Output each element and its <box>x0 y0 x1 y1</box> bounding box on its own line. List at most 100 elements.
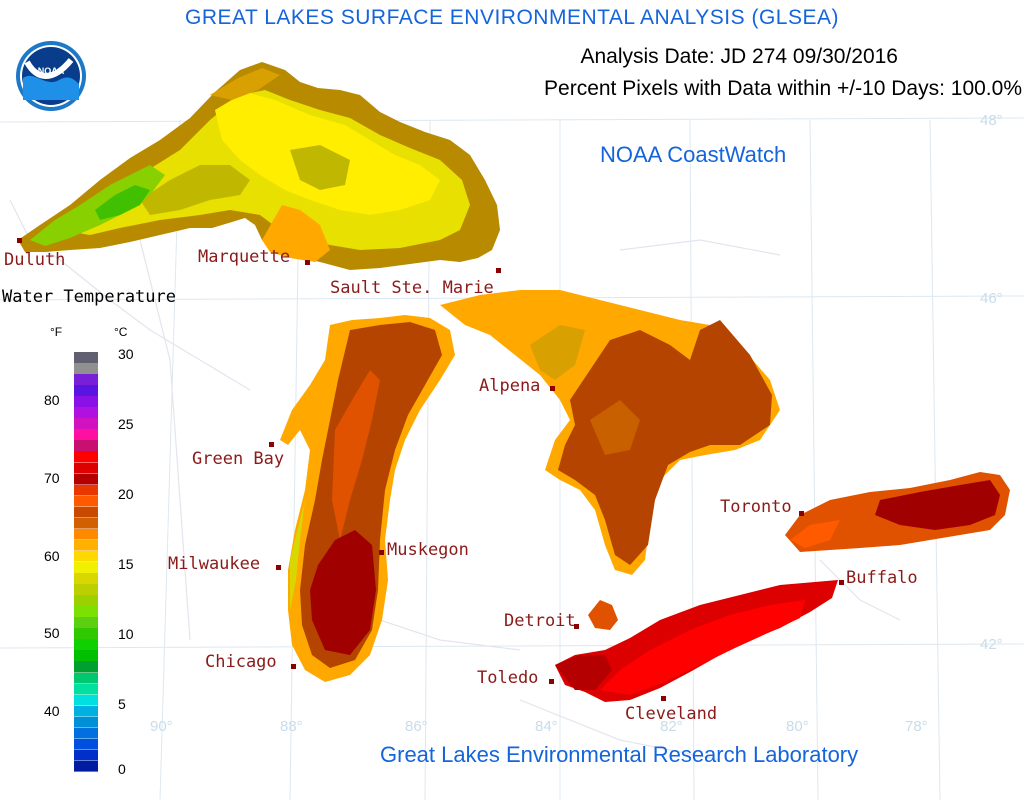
legend-swatch <box>74 495 98 508</box>
lon-86-label: 86° <box>405 718 428 735</box>
lon-78-label: 78° <box>905 718 928 735</box>
legend-swatch <box>74 584 98 596</box>
legend-swatch <box>74 517 98 530</box>
legend-c-tick: 30 <box>118 346 134 362</box>
legend-swatch <box>74 617 98 629</box>
noaa-logo: NOAA <box>15 40 87 112</box>
city-toronto: Toronto <box>720 497 792 517</box>
legend-swatch <box>74 539 98 552</box>
lon-82-label: 82° <box>660 718 683 735</box>
lon-88-label: 88° <box>280 718 303 735</box>
temperature-color-scale <box>74 352 98 773</box>
legend-swatch <box>74 506 98 519</box>
city-marker <box>839 580 844 585</box>
city-alpena: Alpena <box>479 376 541 396</box>
legend-swatch <box>74 716 98 729</box>
legend-swatch <box>74 451 98 464</box>
legend-f-tick: 40 <box>44 703 60 719</box>
legend-swatch <box>74 352 98 364</box>
city-marker <box>17 238 22 243</box>
lake-st-clair <box>588 600 618 630</box>
city-chicago: Chicago <box>205 652 277 672</box>
city-cleveland: Cleveland <box>625 704 718 724</box>
legend-f-tick: 50 <box>44 625 60 641</box>
city-detroit: Detroit <box>504 611 576 631</box>
city-marker <box>379 550 384 555</box>
city-marker <box>661 696 666 701</box>
analysis-date: Analysis Date: JD 274 09/30/2016 <box>580 45 898 68</box>
city-marker <box>276 565 281 570</box>
legend-c-tick: 20 <box>118 486 134 502</box>
city-sault: Sault Ste. Marie <box>330 278 494 298</box>
city-marker <box>574 624 579 629</box>
legend-unit-f: °F <box>50 325 63 339</box>
legend-swatch <box>74 694 98 707</box>
city-marker <box>269 442 274 447</box>
city-marker <box>550 386 555 391</box>
city-marker <box>305 260 310 265</box>
city-duluth: Duluth <box>4 250 66 270</box>
legend-swatch <box>74 595 98 607</box>
legend-swatch <box>74 407 98 419</box>
legend-c-tick: 25 <box>118 416 134 432</box>
legend-swatch <box>74 462 98 475</box>
legend-swatch <box>74 749 98 762</box>
legend-swatch <box>74 396 98 408</box>
city-marker <box>496 268 501 273</box>
lat-42-label: 42° <box>980 636 1003 653</box>
legend-f-tick: 70 <box>44 470 60 486</box>
legend-swatch <box>74 429 98 441</box>
legend-swatch <box>74 727 98 740</box>
lake-michigan <box>280 315 455 682</box>
legend-swatch <box>74 550 98 563</box>
city-marker <box>291 664 296 669</box>
lat-48-label: 48° <box>980 112 1003 129</box>
lake-ontario <box>785 472 1010 552</box>
legend-swatch <box>74 418 98 430</box>
legend-swatch <box>74 484 98 497</box>
city-marker <box>799 511 804 516</box>
legend-swatch <box>74 528 98 541</box>
legend-swatch <box>74 562 98 574</box>
legend-c-tick: 0 <box>118 761 126 777</box>
lake-erie <box>555 580 838 702</box>
legend-swatch <box>74 606 98 618</box>
city-green-bay: Green Bay <box>192 449 285 469</box>
legend-f-tick: 60 <box>44 548 60 564</box>
legend-swatch <box>74 639 98 651</box>
glerl-label: Great Lakes Environmental Research Labor… <box>380 742 859 767</box>
legend-c-tick: 10 <box>118 626 134 642</box>
legend-title: Water Temperature <box>2 287 176 307</box>
city-buffalo: Buffalo <box>846 568 918 588</box>
legend-swatch <box>74 374 98 386</box>
legend-c-tick: 5 <box>118 696 126 712</box>
legend-swatch <box>74 473 98 486</box>
lake-superior <box>18 62 500 270</box>
city-toledo: Toledo <box>477 668 539 688</box>
legend-swatch <box>74 661 98 674</box>
noaa-logo-text: NOAA <box>37 66 65 76</box>
legend-swatch <box>74 440 98 452</box>
legend-swatch <box>74 573 98 585</box>
coastwatch-label: NOAA CoastWatch <box>600 142 787 167</box>
city-milwaukee: Milwaukee <box>168 554 261 574</box>
lon-84-label: 84° <box>535 718 558 735</box>
legend-swatch <box>74 672 98 685</box>
legend-swatch <box>74 705 98 718</box>
lat-46-label: 46° <box>980 290 1003 307</box>
city-marquette: Marquette <box>198 247 291 267</box>
legend-swatch <box>74 385 98 397</box>
legend-swatch <box>74 760 98 773</box>
lon-80-label: 80° <box>786 718 809 735</box>
legend-swatch <box>74 650 98 662</box>
lon-90-label: 90° <box>150 718 173 735</box>
city-marker <box>549 679 554 684</box>
city-muskegon: Muskegon <box>387 540 469 560</box>
page-title: GREAT LAKES SURFACE ENVIRONMENTAL ANALYS… <box>184 6 839 29</box>
lake-huron <box>440 290 780 575</box>
legend-swatch <box>74 628 98 640</box>
legend-swatch <box>74 683 98 696</box>
legend-swatch <box>74 363 98 375</box>
percent-pixels: Percent Pixels with Data within +/-10 Da… <box>544 77 1022 100</box>
